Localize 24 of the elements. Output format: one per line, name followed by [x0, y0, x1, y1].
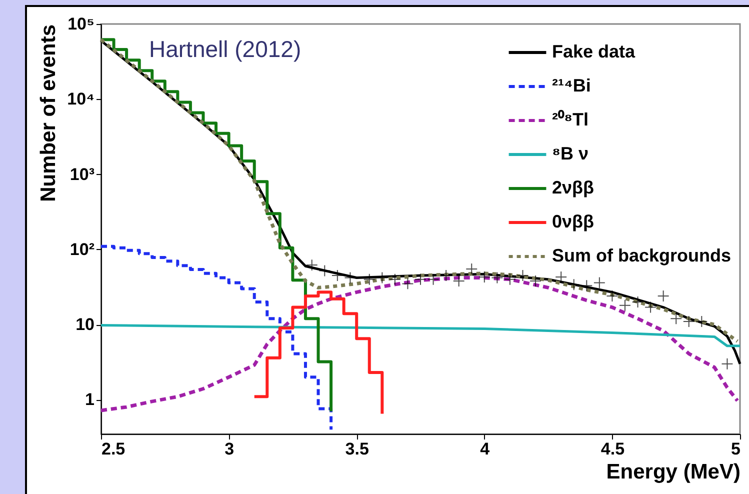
legend-label: ²⁰⁸Tl [552, 110, 588, 130]
line-series [100, 324, 742, 348]
y-axis-title: Number of events [37, 24, 60, 202]
y-tick-label: 10⁵ [68, 14, 94, 34]
x-axis-title: Energy (MeV) [606, 460, 740, 484]
legend-label: Fake data [552, 42, 636, 62]
x-tick-label: 4.5 [600, 440, 625, 458]
legend-label: 0νββ [552, 212, 594, 232]
legend-label: Sum of backgrounds [552, 246, 732, 266]
line-series [99, 276, 740, 412]
y-tick-label: 10 [76, 315, 94, 334]
x-tick-label: 3 [224, 440, 234, 458]
y-tick-label: 10² [70, 240, 95, 259]
x-tick-label: 3.5 [345, 440, 369, 458]
legend-label: ²¹⁴Bi [552, 76, 591, 96]
x-tick-label: 2.5 [102, 440, 126, 458]
legend-label: ⁸B ν [552, 144, 589, 164]
y-tick-label: 1 [85, 390, 94, 410]
legend-label: 2νββ [552, 178, 594, 198]
y-tick-label: 10³ [70, 164, 95, 184]
y-tick-label: 10⁴ [67, 90, 94, 109]
x-tick-label: 5 [731, 440, 740, 458]
x-tick-label: 4 [480, 440, 490, 458]
annotation: Hartnell (2012) [149, 36, 302, 62]
